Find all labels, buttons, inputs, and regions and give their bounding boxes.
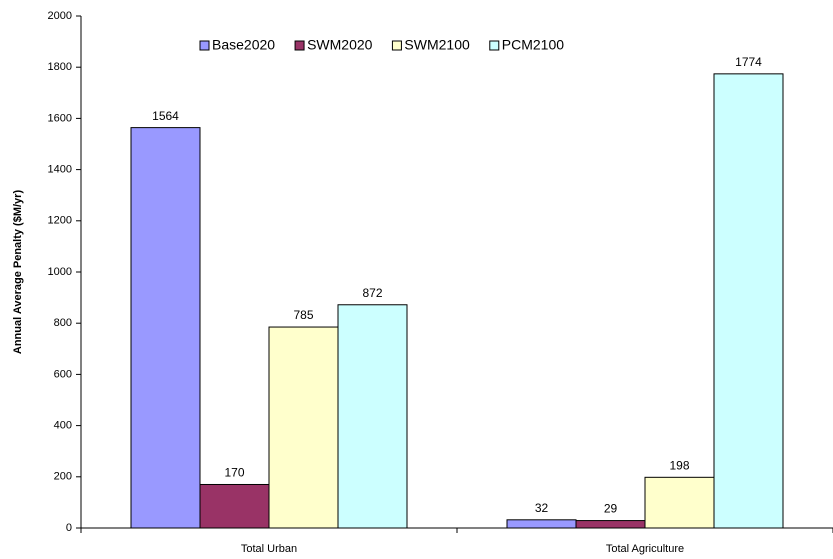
y-tick-label: 600 (54, 368, 72, 380)
legend-swatch (199, 40, 210, 51)
y-tick-label: 0 (66, 522, 72, 534)
y-tick-label: 1200 (48, 215, 72, 227)
legend-swatch (489, 40, 500, 51)
y-tick-label: 2000 (48, 10, 72, 22)
x-tick-label: Total Agriculture (606, 543, 684, 555)
bar (713, 73, 784, 529)
legend-swatch (294, 40, 305, 51)
bar (268, 326, 339, 529)
bar (130, 127, 201, 529)
legend-swatch (391, 40, 402, 51)
x-tick-label: Total Urban (241, 543, 297, 555)
legend-label: Base2020 (212, 37, 275, 53)
y-tick-label: 1600 (48, 112, 72, 124)
bar (199, 483, 270, 529)
y-tick-label: 1800 (48, 61, 72, 73)
bar (644, 476, 715, 529)
value-label: 872 (362, 286, 382, 300)
legend-label: PCM2100 (502, 37, 564, 53)
value-label: 785 (293, 308, 313, 322)
value-label: 170 (224, 466, 244, 480)
y-tick-label: 1000 (48, 266, 72, 278)
bar (506, 519, 577, 529)
y-tick-label: 200 (54, 471, 72, 483)
value-label: 198 (669, 458, 689, 472)
y-axis-label: Annual Average Penalty ($M/yr) (12, 190, 24, 355)
value-label: 29 (604, 502, 618, 516)
y-tick-label: 800 (54, 317, 72, 329)
y-tick-label: 400 (54, 420, 72, 432)
value-label: 1774 (735, 55, 762, 69)
bar (337, 304, 408, 529)
y-tick-label: 1400 (48, 164, 72, 176)
legend-label: SWM2100 (404, 37, 470, 53)
legend-label: SWM2020 (307, 37, 373, 53)
value-label: 1564 (152, 109, 179, 123)
bar (575, 520, 646, 529)
value-label: 32 (535, 501, 549, 515)
